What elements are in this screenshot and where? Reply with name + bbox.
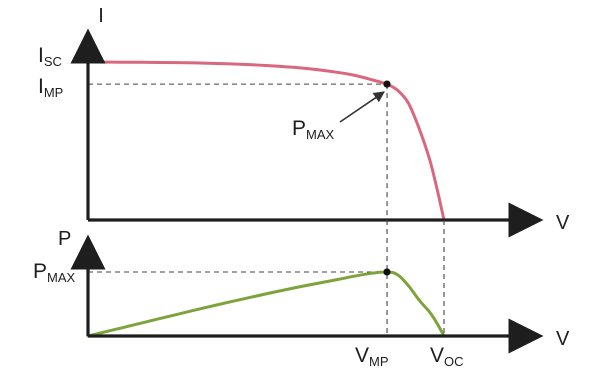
- pmax-annotation-label: PMAX: [292, 117, 335, 142]
- pv-x-axis-title: V: [556, 328, 570, 350]
- pv-panel: P V PMAX VMP VOC: [33, 220, 570, 369]
- vmp-tick-label: VMP: [355, 344, 389, 369]
- pv-y-axis-title: P: [58, 228, 71, 250]
- iv-x-axis-title: V: [556, 212, 570, 234]
- pv-guides: [88, 220, 445, 336]
- iv-panel: I V ISC IMP PMAX: [38, 5, 570, 238]
- pv-pmax-point: [383, 268, 391, 276]
- pv-curve-line: [86, 270, 446, 338]
- isc-tick-label: ISC: [38, 44, 62, 69]
- iv-y-axis-title: I: [98, 5, 104, 27]
- iv-curve-line: [86, 60, 446, 222]
- iv-pmax-point: [383, 80, 391, 88]
- voc-tick-label: VOC: [430, 344, 464, 369]
- imp-tick-label: IMP: [38, 75, 63, 100]
- pmax-tick-label: PMAX: [33, 260, 76, 285]
- iv-guides: [88, 83, 388, 220]
- pmax-annotation-arrow: [339, 91, 385, 123]
